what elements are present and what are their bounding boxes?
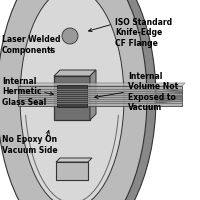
FancyBboxPatch shape bbox=[18, 86, 182, 106]
Polygon shape bbox=[18, 83, 185, 86]
Ellipse shape bbox=[20, 0, 124, 200]
Polygon shape bbox=[90, 70, 96, 120]
Text: Internal
Volume Not
Exposed to
Vacuum: Internal Volume Not Exposed to Vacuum bbox=[128, 72, 178, 112]
Ellipse shape bbox=[0, 0, 147, 200]
Circle shape bbox=[62, 28, 78, 44]
Text: Laser Welded
Components: Laser Welded Components bbox=[2, 35, 60, 55]
FancyBboxPatch shape bbox=[56, 162, 88, 180]
Text: No Epoxy On
Vacuum Side: No Epoxy On Vacuum Side bbox=[2, 135, 58, 155]
FancyBboxPatch shape bbox=[54, 76, 90, 120]
Polygon shape bbox=[54, 70, 96, 76]
Text: ISO Standard
Knife-Edge
CF Flange: ISO Standard Knife-Edge CF Flange bbox=[115, 18, 172, 48]
FancyBboxPatch shape bbox=[57, 85, 87, 107]
Polygon shape bbox=[56, 158, 92, 162]
Text: Internal
Hermetic
Glass Seal: Internal Hermetic Glass Seal bbox=[2, 77, 46, 107]
Ellipse shape bbox=[0, 0, 156, 200]
